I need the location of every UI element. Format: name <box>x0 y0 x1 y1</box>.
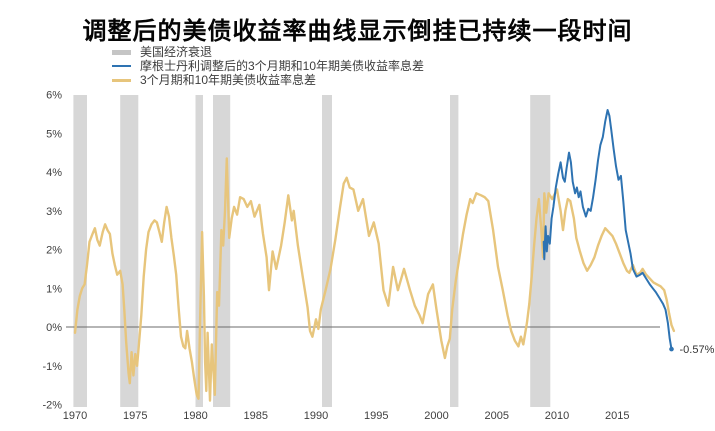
annotation-label: -0.57% <box>680 344 715 356</box>
y-axis-tick-label: 2% <box>46 245 62 257</box>
series-end-dot <box>669 346 674 352</box>
recession-band <box>322 95 332 407</box>
recession-band <box>195 95 203 407</box>
blue-line-swatch-icon <box>112 65 131 67</box>
chart-title: 调整后的美债收益率曲线显示倒挂已持续一段时间 <box>82 18 633 45</box>
y-axis-tick-label: 0% <box>46 322 62 334</box>
legend-item-recession: 美国经济衰退 <box>112 45 424 59</box>
legend-item-adjusted-spread: 摩根士丹利调整后的3个月期和10年期美债收益率息差 <box>112 59 424 73</box>
recession-band-swatch-icon <box>112 49 131 55</box>
y-axis-tick-label: 5% <box>46 128 62 140</box>
x-axis-tick-label: 1975 <box>123 410 147 422</box>
recession-band <box>530 95 551 407</box>
x-axis-tick-label: 2015 <box>605 410 629 422</box>
x-axis-tick-label: 2010 <box>545 410 569 422</box>
x-axis-tick-label: 1980 <box>183 410 207 422</box>
yellow-line-swatch-icon <box>112 78 131 82</box>
legend-label-recession: 美国经济衰退 <box>140 45 213 59</box>
x-axis-tick-label: 2000 <box>424 410 448 422</box>
y-axis-tick-label: -2% <box>42 400 62 412</box>
recession-band <box>450 95 459 407</box>
recession-band <box>73 95 87 407</box>
x-axis-tick-label: 1970 <box>63 410 87 422</box>
legend: 美国经济衰退 摩根士丹利调整后的3个月期和10年期美债收益率息差 3个月期和10… <box>112 45 424 87</box>
y-axis-tick-label: 6% <box>46 90 62 102</box>
legend-item-spread: 3个月期和10年期美债收益率息差 <box>112 73 424 87</box>
legend-label-adjusted-spread: 摩根士丹利调整后的3个月期和10年期美债收益率息差 <box>140 59 425 73</box>
x-axis-tick-label: 2005 <box>485 410 509 422</box>
spread-line <box>73 157 676 402</box>
legend-label-spread: 3个月期和10年期美债收益率息差 <box>140 73 317 87</box>
y-axis-tick-label: 1% <box>46 283 62 295</box>
x-axis-tick-label: 1995 <box>364 410 388 422</box>
x-axis-tick-label: 1990 <box>304 410 328 422</box>
x-axis-tick-label: 1985 <box>244 410 268 422</box>
y-axis-tick-label: -1% <box>42 361 62 373</box>
y-axis-tick-label: 4% <box>46 167 62 179</box>
y-axis-tick-label: 3% <box>46 206 62 218</box>
adjusted-spread-line <box>542 109 673 351</box>
